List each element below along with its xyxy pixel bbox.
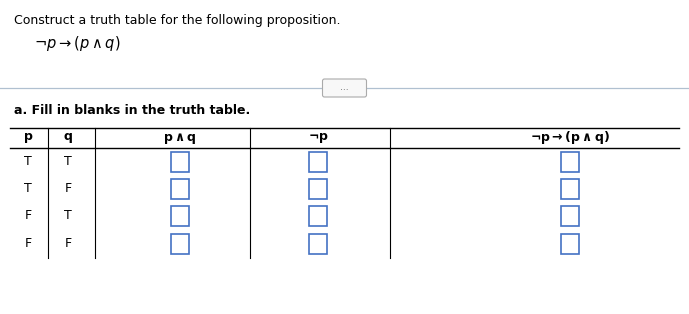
Text: $\mathbf{p \wedge q}$: $\mathbf{p \wedge q}$ xyxy=(163,131,197,145)
FancyBboxPatch shape xyxy=(322,79,367,97)
Text: F: F xyxy=(24,237,32,250)
Bar xyxy=(309,234,327,253)
Text: T: T xyxy=(24,155,32,168)
Text: Construct a truth table for the following proposition.: Construct a truth table for the followin… xyxy=(14,14,340,27)
Text: F: F xyxy=(24,209,32,222)
Bar xyxy=(171,234,189,253)
Bar xyxy=(309,178,327,198)
Text: $\mathbf{q}$: $\mathbf{q}$ xyxy=(63,131,73,145)
Bar xyxy=(561,205,579,225)
Bar xyxy=(171,178,189,198)
Text: T: T xyxy=(64,209,72,222)
Bar xyxy=(561,151,579,171)
Bar xyxy=(171,205,189,225)
Text: $\neg p \rightarrow (p \wedge q)$: $\neg p \rightarrow (p \wedge q)$ xyxy=(34,34,121,53)
Bar xyxy=(561,234,579,253)
Text: T: T xyxy=(24,182,32,195)
Text: T: T xyxy=(64,155,72,168)
Text: $\mathbf{\neg p}$: $\mathbf{\neg p}$ xyxy=(307,131,329,145)
Text: a. Fill in blanks in the truth table.: a. Fill in blanks in the truth table. xyxy=(14,104,250,117)
Text: F: F xyxy=(65,182,72,195)
Bar xyxy=(309,151,327,171)
Text: ...: ... xyxy=(340,84,349,93)
Bar xyxy=(561,178,579,198)
Text: $\mathbf{p}$: $\mathbf{p}$ xyxy=(23,131,33,145)
Text: $\mathbf{\neg p \rightarrow (p \wedge q)}$: $\mathbf{\neg p \rightarrow (p \wedge q)… xyxy=(530,129,610,147)
Bar xyxy=(309,205,327,225)
Bar xyxy=(171,151,189,171)
Text: F: F xyxy=(65,237,72,250)
